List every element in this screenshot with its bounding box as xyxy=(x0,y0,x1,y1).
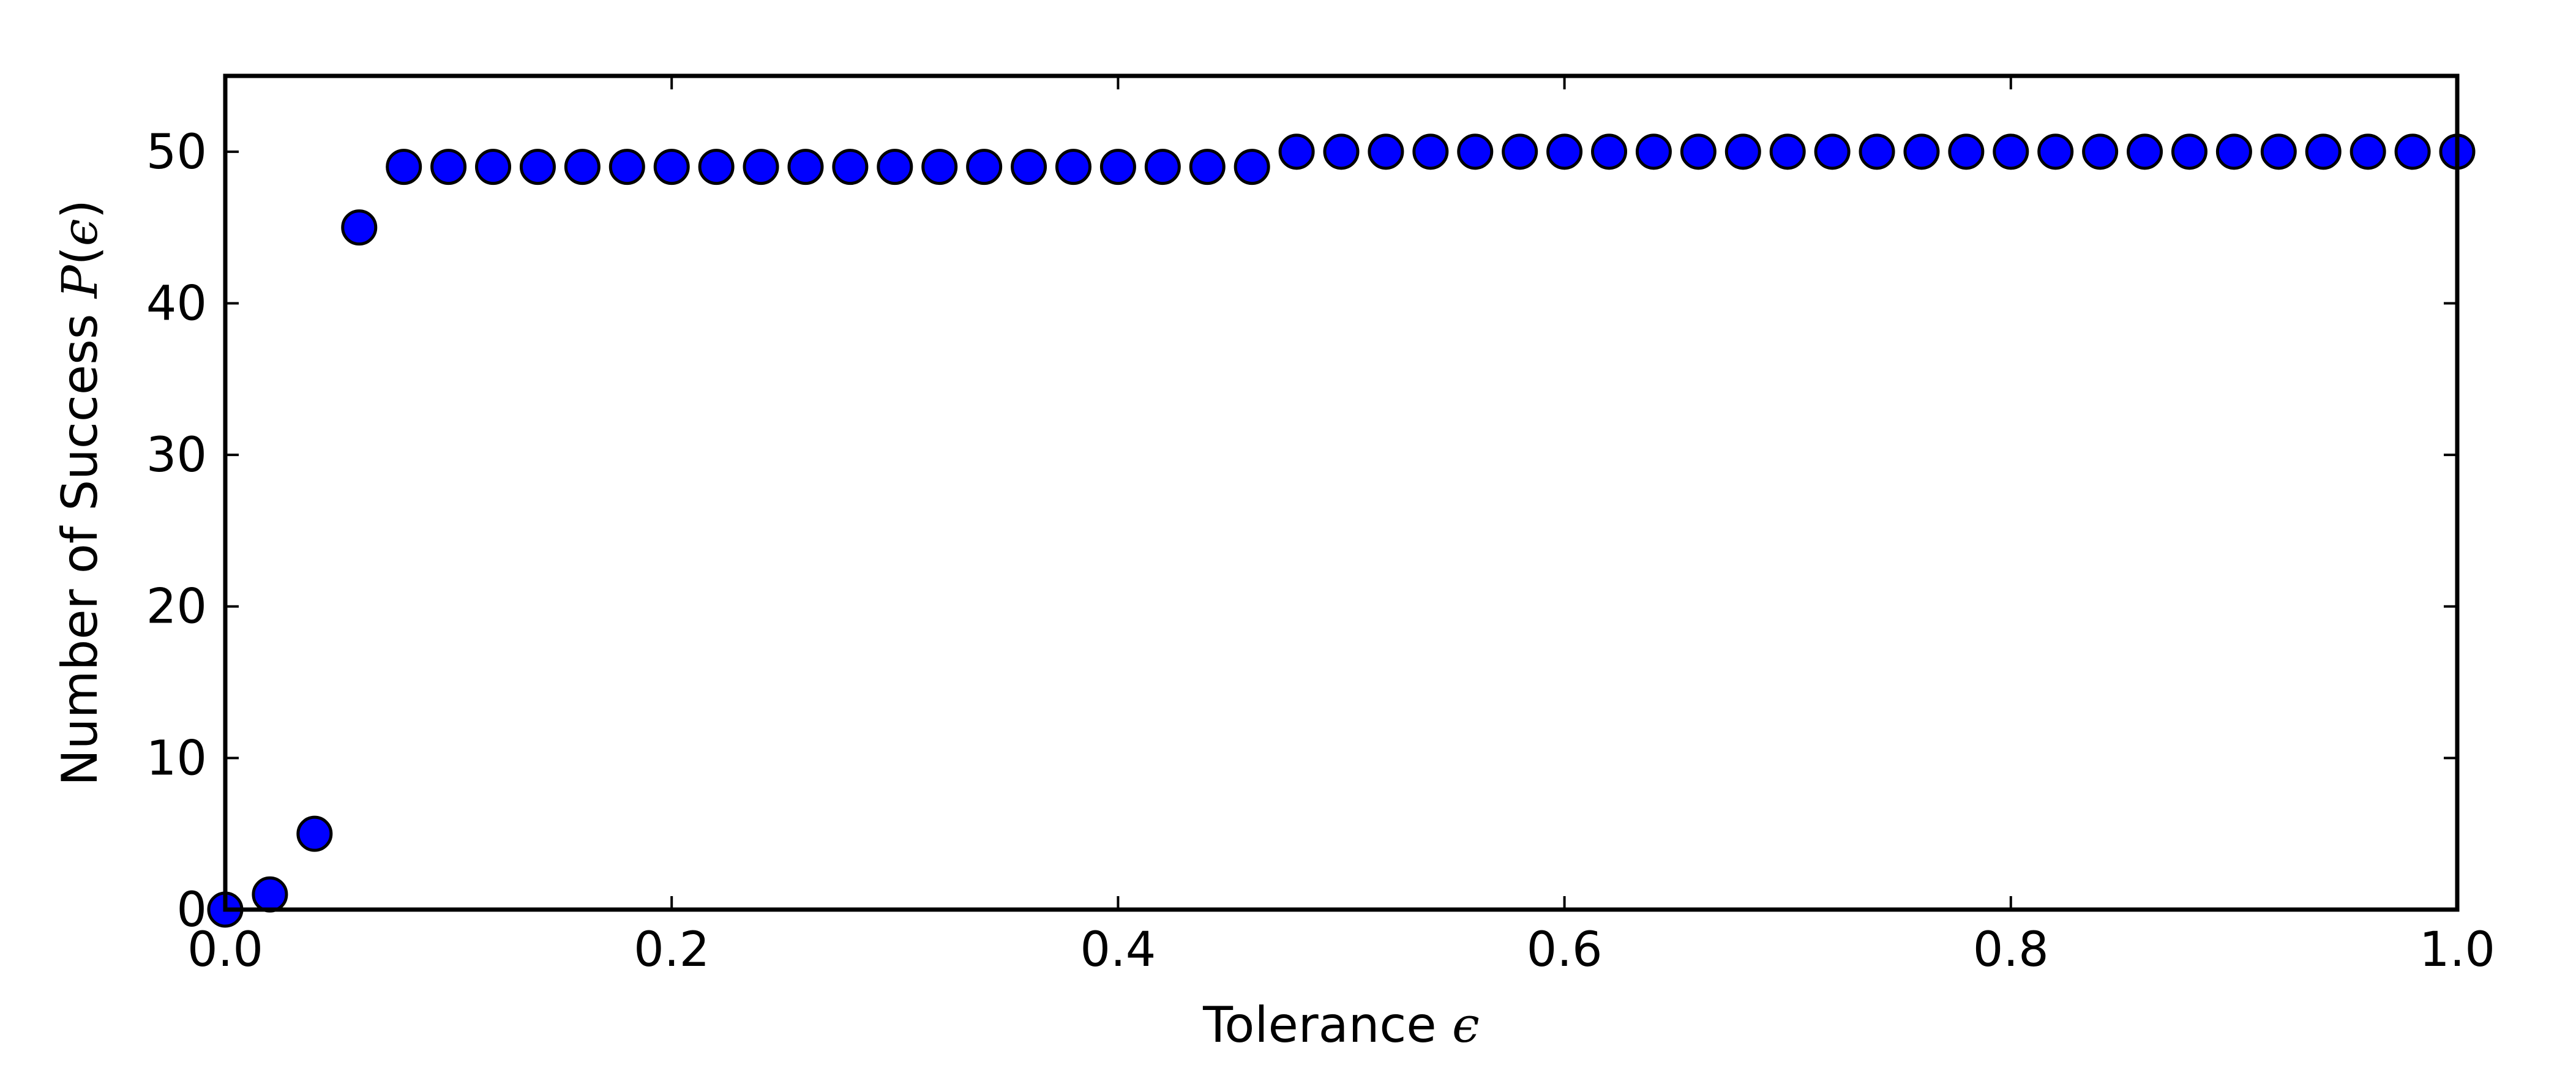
data-point xyxy=(1099,149,1136,185)
data-point xyxy=(1680,133,1717,170)
data-point xyxy=(1457,133,1494,170)
close-paren: ) xyxy=(51,200,108,219)
x-tick-label: 0.4 xyxy=(1080,922,1156,978)
x-axis-label-text: Tolerance xyxy=(1202,997,1452,1053)
data-point xyxy=(2349,133,2386,170)
data-point xyxy=(1814,133,1851,170)
data-point xyxy=(921,149,958,185)
data-point xyxy=(1546,133,1583,170)
x-tick-label: 0.2 xyxy=(634,922,710,978)
y-tick-label: 20 xyxy=(146,580,207,635)
epsilon-symbol: ϵ xyxy=(1452,997,1480,1053)
data-point xyxy=(1412,133,1449,170)
y-tick-label: 40 xyxy=(146,276,207,331)
data-point xyxy=(1635,133,1672,170)
data-point xyxy=(2260,133,2297,170)
y-tick-label: 30 xyxy=(146,428,207,483)
data-point xyxy=(1903,133,1940,170)
data-point xyxy=(2305,133,2342,170)
data-point xyxy=(1993,133,2029,170)
x-axis-label: Tolerance ϵ xyxy=(1202,997,1480,1053)
y-axis-label-text: Number of Success xyxy=(51,298,108,786)
y-tick-label: 50 xyxy=(146,125,207,180)
data-point xyxy=(743,149,779,185)
data-point xyxy=(252,876,288,913)
data-point xyxy=(608,149,645,185)
data-point xyxy=(966,149,1003,185)
data-point xyxy=(1769,133,1806,170)
data-point xyxy=(1278,133,1315,170)
x-tick-label: 0.6 xyxy=(1527,922,1603,978)
data-point xyxy=(2037,133,2074,170)
open-paren: ( xyxy=(51,246,108,265)
data-point xyxy=(564,149,601,185)
data-point xyxy=(1948,133,1985,170)
data-point xyxy=(2127,133,2163,170)
data-point xyxy=(430,149,467,185)
x-tick-label: 0.8 xyxy=(1973,922,2049,978)
x-tick-label: 0.0 xyxy=(187,922,263,978)
data-point xyxy=(1323,133,1360,170)
p-symbol: P xyxy=(51,264,108,299)
data-point xyxy=(1189,149,1226,185)
data-point xyxy=(1502,133,1538,170)
epsilon-symbol: ϵ xyxy=(51,219,108,246)
data-point xyxy=(2394,133,2431,170)
plot-frame xyxy=(223,73,2460,912)
data-point xyxy=(2171,133,2207,170)
y-tick-label: 0 xyxy=(176,883,207,938)
data-point xyxy=(787,149,824,185)
data-point xyxy=(519,149,556,185)
data-point xyxy=(475,149,512,185)
data-point xyxy=(1234,149,1270,185)
data-point xyxy=(698,149,735,185)
data-point xyxy=(386,149,422,185)
data-point xyxy=(1144,149,1181,185)
data-point xyxy=(1055,149,1091,185)
data-point xyxy=(341,209,378,246)
data-point xyxy=(296,815,333,852)
data-point xyxy=(653,149,690,185)
data-point xyxy=(2215,133,2252,170)
y-axis-label: Number of Success P(ϵ) xyxy=(51,200,108,786)
data-point xyxy=(1368,133,1404,170)
data-point xyxy=(1591,133,1628,170)
data-point xyxy=(1859,133,1895,170)
points-layer xyxy=(207,133,2476,928)
tick-labels-layer: 0.0 0.2 0.4 0.6 0.8 1.0 0 10 20 30 40 50 xyxy=(146,125,2495,978)
x-tick-label: 1.0 xyxy=(2419,922,2495,978)
y-tick-label: 10 xyxy=(146,731,207,786)
data-point xyxy=(1724,133,1761,170)
data-point xyxy=(877,149,913,185)
data-point xyxy=(832,149,869,185)
data-point xyxy=(1011,149,1047,185)
data-point xyxy=(2082,133,2119,170)
